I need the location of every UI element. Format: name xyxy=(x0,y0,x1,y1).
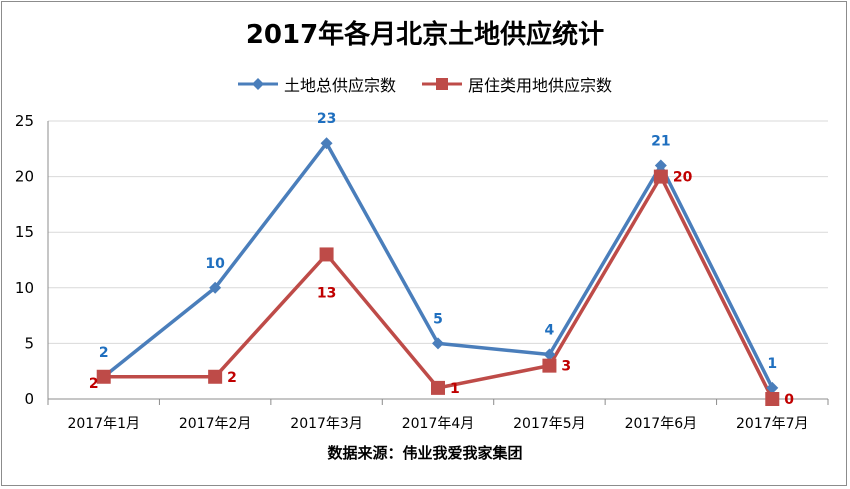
series-1-point xyxy=(96,369,111,384)
legend-label-total: 土地总供应宗数 xyxy=(283,76,396,95)
series-1-point xyxy=(319,247,334,262)
series-1-data-label: 3 xyxy=(561,359,571,375)
series-1-data-label: 13 xyxy=(317,285,336,301)
data-source-note: 数据来源：伟业我爱我家集团 xyxy=(327,444,523,462)
series-0-data-label: 2 xyxy=(99,345,109,361)
y-tick-label: 20 xyxy=(15,168,34,186)
series-0-point xyxy=(543,348,556,361)
legend-item-residential: 居住类用地供应宗数 xyxy=(422,72,612,96)
series-1-data-label: 20 xyxy=(673,170,693,186)
series-1-point xyxy=(542,358,557,373)
series-0-point xyxy=(654,159,667,172)
legend-label-residential: 居住类用地供应宗数 xyxy=(468,76,613,95)
series-0-point xyxy=(209,281,222,294)
series-1-data-label: 2 xyxy=(227,370,237,386)
x-tick-label: 2017年1月 xyxy=(67,416,140,432)
series-0-point xyxy=(766,381,779,394)
x-tick-label: 2017年4月 xyxy=(402,416,475,432)
y-tick-label: 15 xyxy=(15,223,34,241)
series-1-point xyxy=(765,392,780,406)
legend-swatch-square-icon xyxy=(422,78,462,90)
series-1-data-label: 2 xyxy=(89,376,99,392)
x-tick-label: 2017年3月 xyxy=(290,416,363,432)
legend: 土地总供应宗数 居住类用地供应宗数 xyxy=(0,72,850,96)
series-0-data-label: 1 xyxy=(767,356,777,372)
y-tick-label: 0 xyxy=(24,390,34,408)
series-1-point xyxy=(653,169,668,184)
y-tick-label: 25 xyxy=(15,112,34,130)
x-tick-label: 2017年5月 xyxy=(513,416,586,432)
y-tick-label: 5 xyxy=(24,334,34,352)
x-tick-label: 2017年6月 xyxy=(625,416,698,432)
x-tick-label: 2017年2月 xyxy=(179,416,252,432)
legend-swatch-diamond-icon xyxy=(237,78,278,90)
series-1-point xyxy=(431,380,445,395)
series-1-data-label: 1 xyxy=(450,381,460,397)
series-0-data-label: 4 xyxy=(545,323,555,339)
chart-title: 2017年各月北京土地供应统计 xyxy=(245,20,605,50)
series-1-data-label: 0 xyxy=(784,392,794,408)
series-0-data-label: 5 xyxy=(433,311,443,327)
series-0-point xyxy=(432,337,444,350)
series-0-data-label: 21 xyxy=(651,133,670,149)
series-1-point xyxy=(208,369,223,384)
x-tick-label: 2017年7月 xyxy=(736,416,809,432)
y-tick-label: 10 xyxy=(15,279,34,297)
series-0-point xyxy=(320,137,333,150)
legend-item-total: 土地总供应宗数 xyxy=(237,72,396,96)
series-0-data-label: 23 xyxy=(317,111,336,127)
series-0-data-label: 10 xyxy=(205,256,225,272)
